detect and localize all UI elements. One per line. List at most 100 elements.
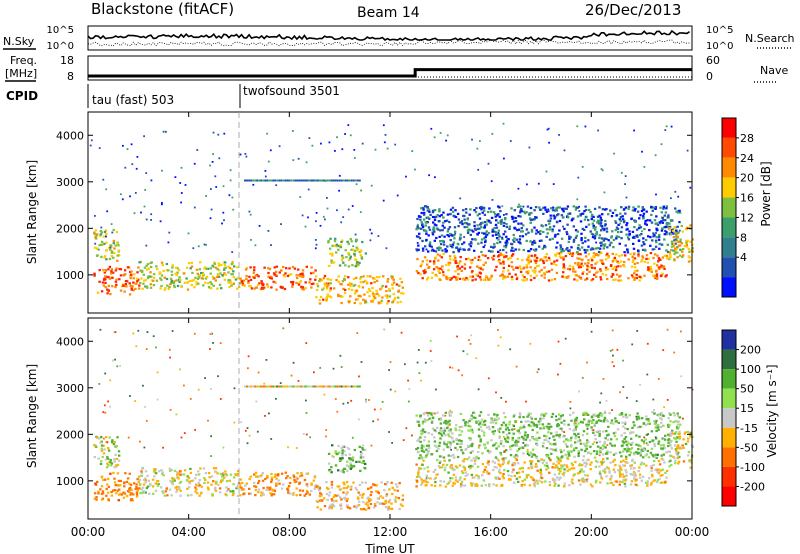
echo-cell-7: [503, 457, 506, 460]
echo-cell-6: [592, 252, 596, 255]
echo-cell-6: [525, 266, 529, 269]
echo-cell-7: [545, 228, 549, 231]
echo-cell-6: [585, 480, 588, 483]
echo-cell-7: [522, 439, 526, 442]
scatter-echo: [611, 329, 614, 332]
echo-cell-4: [325, 297, 328, 300]
echo-cell-7: [511, 247, 514, 250]
echo-cell-6: [442, 274, 445, 277]
echo-cell-7: [562, 449, 566, 452]
range-streak-echo: [292, 179, 295, 182]
echo-cell-8: [669, 459, 672, 462]
echo-cell-6: [491, 256, 494, 259]
echo-cell-0: [135, 493, 139, 496]
echo-cell-2: [173, 469, 177, 472]
echo-cell-2: [156, 480, 160, 483]
echo-cell-7: [678, 211, 682, 214]
echo-cell-7: [664, 434, 667, 437]
echo-cell-7: [572, 240, 576, 243]
echo-cell-7: [582, 442, 586, 445]
echo-cell-0: [130, 492, 133, 495]
echo-cell-4: [388, 498, 392, 501]
echo-cell-7: [534, 438, 537, 441]
range-streak-echo: [336, 179, 339, 182]
echo-cell-1: [107, 449, 111, 452]
echo-cell-6: [606, 482, 609, 485]
scatter-echo: [301, 214, 304, 217]
echo-cell-7: [576, 246, 580, 250]
echo-cell-6: [629, 483, 633, 486]
echo-cell-5: [327, 241, 330, 244]
scatter-echo: [458, 249, 461, 251]
echo-cell-4: [353, 505, 356, 508]
echo-cell-7: [555, 419, 558, 422]
echo-cell-7: [539, 232, 542, 235]
echo-cell-7: [515, 444, 519, 448]
scatter-echo: [152, 335, 155, 338]
echo-cell-2: [170, 494, 173, 497]
echo-cell-7: [657, 414, 660, 417]
echo-cell-7: [555, 431, 558, 434]
scatter-echo: [577, 176, 580, 179]
echo-cell-6: [470, 482, 473, 485]
echo-cell-5: [329, 237, 332, 240]
echo-cell-4: [366, 281, 369, 284]
scatter-echo: [105, 188, 108, 191]
echo-cell-7: [431, 231, 434, 234]
scatter-echo: [189, 398, 192, 400]
noise-sky-trace: [87, 29, 690, 41]
ytick-label: 2000: [56, 222, 84, 235]
echo-cell-0: [100, 290, 104, 293]
echo-cell-8: [675, 232, 678, 235]
echo-cell-2: [199, 467, 202, 470]
echo-cell-7: [642, 237, 645, 240]
echo-cell-6: [599, 481, 602, 484]
echo-cell-7: [676, 436, 679, 439]
echo-cell-0: [93, 274, 96, 277]
echo-cell-7: [439, 243, 443, 246]
echo-cell-6: [650, 466, 653, 470]
echo-cell-6: [459, 485, 463, 488]
scatter-echo: [299, 196, 302, 198]
echo-cell-5: [339, 244, 342, 247]
echo-cell-6: [502, 473, 505, 476]
echo-cell-4: [381, 496, 385, 499]
echo-cell-2: [145, 285, 149, 288]
echo-cell-7: [423, 418, 427, 421]
echo-cell-7: [556, 206, 560, 209]
scatter-echo: [309, 436, 311, 439]
scatter-echo: [490, 180, 493, 183]
echo-cell-3: [261, 492, 264, 495]
scatter-echo: [526, 183, 528, 186]
echo-cell-2: [172, 478, 175, 481]
echo-cell-7: [431, 211, 435, 214]
echo-cell-5: [360, 257, 364, 260]
echo-cell-8: [675, 451, 678, 454]
echo-cell-6: [625, 457, 628, 461]
echo-cell-7: [655, 236, 658, 239]
echo-cell-0: [128, 489, 131, 492]
echo-cell-2: [187, 494, 190, 497]
echo-cell-2: [183, 469, 187, 472]
echo-cell-5: [347, 258, 351, 262]
echo-cell-7: [587, 245, 590, 248]
echo-cell-6: [558, 459, 561, 462]
echo-cell-7: [445, 443, 449, 446]
echo-cell-2: [148, 275, 152, 278]
echo-cell-5: [339, 457, 342, 460]
echo-cell-6: [484, 254, 487, 257]
echo-cell-7: [495, 226, 499, 229]
echo-cell-7: [504, 241, 507, 244]
echo-cell-4: [340, 498, 343, 501]
echo-cell-7: [456, 455, 460, 459]
echo-cell-7: [556, 423, 560, 426]
echo-cell-7: [675, 210, 678, 213]
echo-cell-4: [337, 293, 340, 296]
echo-cell-4: [400, 281, 404, 284]
echo-cell-7: [437, 248, 441, 251]
echo-cell-7: [483, 237, 486, 240]
echo-cell-6: [511, 253, 515, 256]
echo-cell-6: [481, 254, 484, 257]
echo-cell-7: [559, 449, 562, 452]
echo-cell-2: [198, 478, 201, 482]
